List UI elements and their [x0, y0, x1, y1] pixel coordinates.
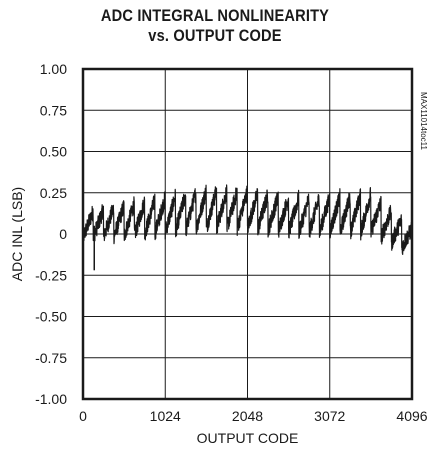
- x-tick-label: 3072: [314, 408, 345, 424]
- y-axis-label: ADC INL (LSB): [9, 187, 25, 281]
- x-tick-label: 2048: [232, 408, 263, 424]
- inl-series: [82, 184, 413, 271]
- y-tick-label: 0.75: [40, 102, 67, 118]
- x-tick-labels: 0 1024 2048 3072 4096: [79, 408, 428, 424]
- x-tick-label: 4096: [396, 408, 427, 424]
- x-tick-label: 0: [79, 408, 87, 424]
- grid-lines: [83, 69, 412, 399]
- figure-id-watermark: MAX11014toc11: [419, 92, 428, 151]
- y-tick-label: -0.75: [35, 350, 67, 366]
- y-tick-label: -0.50: [35, 309, 67, 325]
- y-tick-label: 0.50: [40, 144, 67, 160]
- y-tick-label: -1.00: [35, 391, 67, 407]
- x-axis-label: OUTPUT CODE: [197, 430, 299, 446]
- y-tick-label: -0.25: [35, 267, 67, 283]
- y-tick-label: 0: [59, 226, 67, 242]
- y-tick-label: 0.25: [40, 185, 67, 201]
- plot-frame: [81, 67, 414, 401]
- x-tick-label: 1024: [150, 408, 181, 424]
- y-tick-label: 1.00: [40, 61, 67, 77]
- inl-trace: [82, 184, 413, 255]
- chart-title-line-2: vs. OUTPUT CODE: [148, 26, 282, 45]
- chart-title: ADC INTEGRAL NONLINEARITY vs. OUTPUT COD…: [0, 6, 430, 46]
- chart-title-line-1: ADC INTEGRAL NONLINEARITY: [100, 6, 330, 25]
- y-tick-labels: 1.00 0.75 0.50 0.25 0 -0.25 -0.50 -0.75 -1.00: [35, 61, 67, 407]
